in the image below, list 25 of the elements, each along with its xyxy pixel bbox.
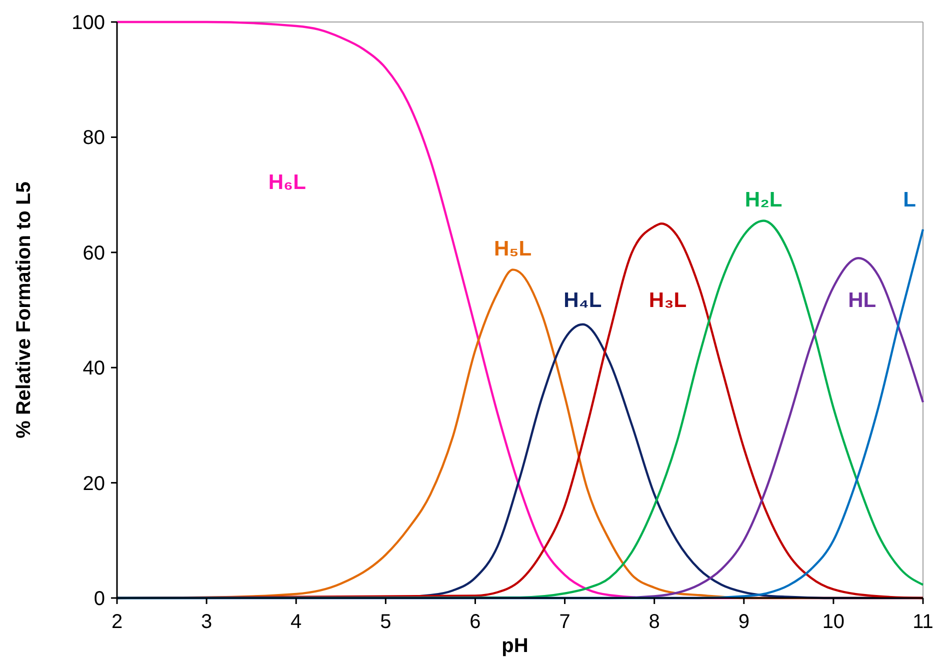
y-tick-label: 80 xyxy=(82,127,105,150)
series-label: H₄L xyxy=(564,289,602,312)
x-tick-label: 4 xyxy=(290,611,302,633)
y-tick-label: 0 xyxy=(94,588,105,610)
y-tick-label: 40 xyxy=(82,358,105,380)
series-label: H₃L xyxy=(648,289,687,312)
series-label: H₅L xyxy=(494,237,532,260)
x-tick-label: 11 xyxy=(912,611,934,633)
series-label: HL xyxy=(848,289,876,312)
x-tick-label: 3 xyxy=(200,611,212,633)
series-label: L xyxy=(903,188,916,212)
x-tick-label: 10 xyxy=(822,611,845,633)
x-tick-label: 8 xyxy=(648,611,660,633)
x-tick-label: 7 xyxy=(559,611,570,633)
y-tick-label: 20 xyxy=(82,472,105,495)
x-tick-label: 2 xyxy=(111,611,123,633)
y-axis-title: % Relative Formation to L5 xyxy=(13,182,35,438)
x-tick-label: 9 xyxy=(738,611,750,633)
x-tick-label: 5 xyxy=(380,611,392,633)
x-tick-label: 6 xyxy=(470,611,481,633)
series-label: H₂L xyxy=(744,188,782,212)
x-axis-title: pH xyxy=(502,635,528,657)
text: H₆L xyxy=(268,171,306,194)
y-tick-label: 60 xyxy=(82,242,105,264)
y-tick-label: 100 xyxy=(72,12,105,34)
